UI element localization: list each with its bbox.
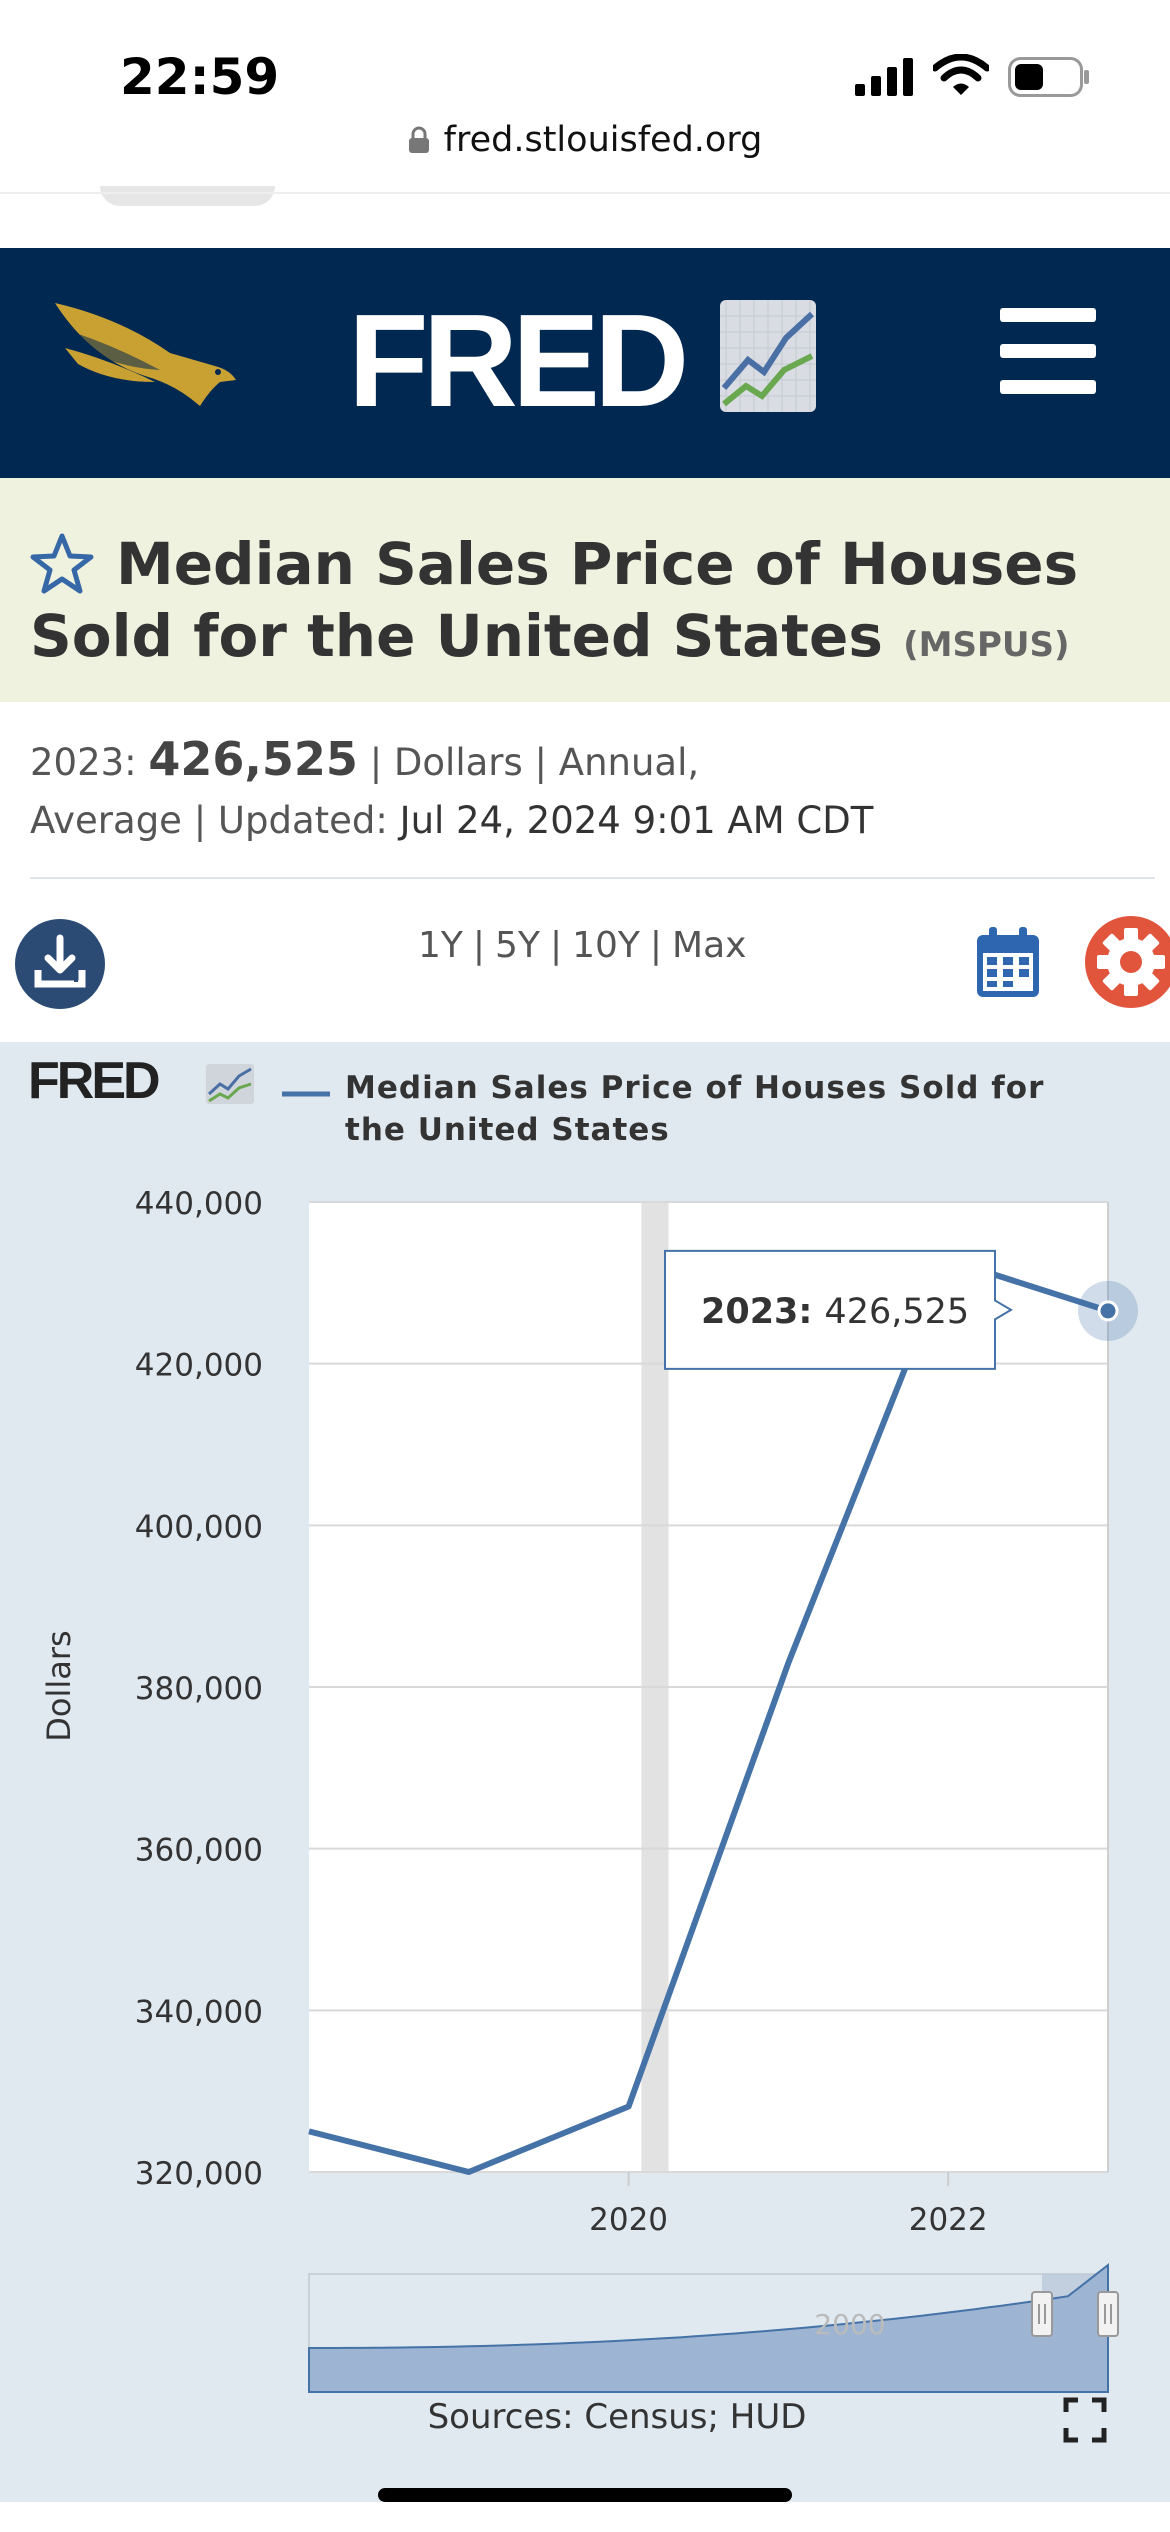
legend-label-line2: the United States [345, 1112, 670, 1148]
data-tooltip: 2023: 426,525 [664, 1249, 1013, 1370]
meta-updated-date: Jul 24, 2024 9:01 AM CDT [399, 799, 874, 842]
chart-source: Sources: Census; HUD [428, 2397, 807, 2437]
tooltip-label: 2023: [701, 1292, 812, 1332]
menu-bar-3 [1000, 380, 1096, 394]
meta-year: 2023: [30, 741, 137, 784]
menu-bar-2 [1000, 344, 1096, 358]
y-tick-label: 440,000 [135, 1186, 263, 1222]
y-tick-label: 340,000 [135, 1994, 263, 2030]
meta-divider [30, 877, 1155, 879]
range-10y[interactable]: 10Y [572, 925, 640, 966]
tooltip-value: 426,525 [824, 1292, 969, 1332]
series-meta: 2023: 426,525 | Dollars | Annual, Averag… [30, 730, 1140, 850]
favorite-star-icon[interactable] [30, 532, 94, 594]
fred-chart-logo-icon [720, 300, 816, 412]
range-navigator[interactable]: 2000 [308, 2262, 1119, 2393]
series-points [1078, 1280, 1138, 1341]
x-tick-label: 2020 [589, 2202, 668, 2238]
settings-gear-icon[interactable] [1085, 916, 1170, 1008]
menu-bar-1 [1000, 308, 1096, 322]
title-band [0, 478, 1170, 702]
lock-icon [408, 126, 429, 153]
date-range-selector: 1Y | 5Y | 10Y | Max [418, 925, 747, 966]
fred-logo[interactable]: FRED [348, 287, 818, 434]
fred-logo-text: FRED [348, 287, 689, 434]
meta-units: | Dollars | Annual, [369, 741, 700, 784]
navigator-handle-left[interactable] [1031, 2291, 1053, 2337]
y-tick-label: 400,000 [135, 1509, 263, 1545]
series-title: Median Sales Price of Houses Sold for th… [30, 528, 1140, 681]
address-bar[interactable]: fred.stlouisfed.org [0, 120, 1170, 190]
range-5y[interactable]: 5Y [495, 925, 540, 966]
line-chart[interactable]: FRED Median Sales Price of Houses Sold f… [0, 1042, 1170, 2502]
battery-icon [1008, 57, 1089, 97]
calendar-icon[interactable] [975, 925, 1041, 999]
tooltip-box [664, 1249, 1013, 1370]
y-tick-label: 360,000 [135, 1833, 263, 1869]
series-title-text: Median Sales Price of Houses Sold for th… [30, 530, 1079, 670]
chart-fred-logo-icon [206, 1064, 254, 1104]
x-axis: 2020 2022 [589, 2172, 988, 2238]
eagle-logo-icon[interactable] [50, 298, 240, 418]
navigator-year-label: 2000 [814, 2308, 885, 2341]
download-icon[interactable] [14, 918, 106, 1010]
y-tick-label: 380,000 [135, 1671, 263, 1707]
cellular-signal-icon [855, 58, 913, 96]
home-indicator [378, 2488, 792, 2502]
y-axis-label: Dollars [40, 1630, 78, 1741]
meta-value: 426,525 [148, 732, 358, 786]
status-bar: 22:59 [0, 0, 1170, 130]
navigator-series [308, 2262, 1109, 2393]
y-tick-label: 420,000 [135, 1348, 263, 1384]
site-header: FRED [0, 248, 1170, 478]
legend-label-line1: Median Sales Price of Houses Sold for [345, 1070, 1044, 1106]
range-1y[interactable]: 1Y [418, 925, 463, 966]
meta-updated-label: Average | Updated: [30, 799, 388, 842]
y-axis: 320,000 340,000 360,000 380,000 400,000 420,0… [135, 1186, 263, 2192]
navigator-handle-right[interactable] [1097, 2291, 1119, 2337]
y-tick-label: 320,000 [135, 2156, 263, 2192]
range-max[interactable]: Max [672, 925, 747, 966]
highlight-point [1097, 1300, 1119, 1322]
tab-handle [100, 186, 275, 206]
tooltip-text: 2023: 426,525 [701, 1292, 969, 1332]
fullscreen-icon[interactable] [1063, 2397, 1107, 2443]
url-text: fred.stlouisfed.org [443, 120, 763, 160]
series-id: (MSPUS) [903, 625, 1070, 665]
toolbar-divider [0, 192, 1170, 194]
x-tick-label: 2022 [909, 2202, 988, 2238]
status-time: 22:59 [120, 48, 280, 106]
wifi-icon [933, 54, 989, 95]
chart-fred-logo: FRED [28, 1052, 159, 1110]
menu-button[interactable] [1000, 308, 1100, 408]
